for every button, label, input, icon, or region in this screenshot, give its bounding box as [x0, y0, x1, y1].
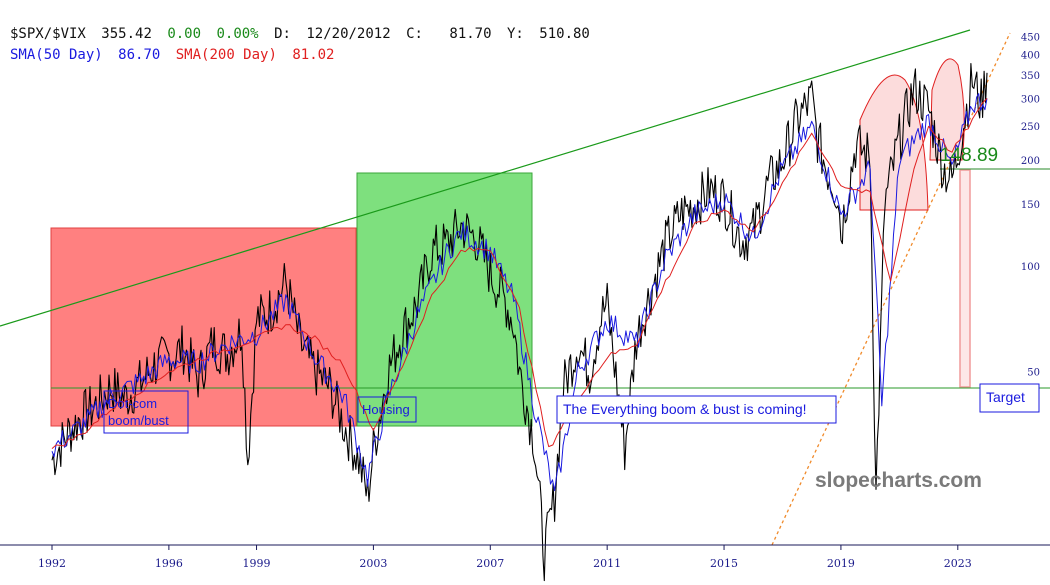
housing-label-box	[357, 396, 417, 423]
y-value: 510.80	[539, 26, 590, 42]
change-pct: 0.00%	[216, 26, 259, 42]
symbol: $SPX/$VIX	[10, 26, 86, 42]
x-tick-label: 2023	[944, 557, 972, 570]
y-label: Y:	[507, 26, 524, 42]
everything-label: The Everything boom & bust is coming!	[563, 401, 807, 417]
y-tick-label: 100	[1021, 262, 1040, 273]
y-tick-label: 50	[1027, 367, 1040, 378]
orange-trendline	[771, 32, 1011, 546]
series-sma200	[51, 98, 988, 449]
y-tick-label: 400	[1021, 51, 1040, 62]
x-tick-label: 2003	[359, 557, 387, 570]
y-tick-label: 150	[1021, 200, 1040, 211]
y-tick-label: 200	[1021, 156, 1040, 167]
series-sma50	[51, 93, 988, 492]
dotcom-label: Dot-com boom/bust	[108, 396, 169, 428]
housing-region	[356, 172, 533, 427]
target-label-box	[979, 383, 1040, 413]
series-price	[51, 63, 988, 582]
date: 12/20/2012	[306, 26, 390, 42]
x-tick-label: 1992	[38, 557, 66, 570]
x-tick-label: 1996	[155, 557, 183, 570]
watermark: slopecharts.com	[815, 469, 982, 492]
header-line-2: SMA(50 Day) 86.70 SMA(200 Day) 81.02	[10, 47, 335, 63]
date-label: D:	[274, 26, 291, 42]
c-label: C:	[406, 26, 423, 42]
everything-label-box	[556, 395, 837, 424]
x-tick-label: 2007	[476, 557, 504, 570]
sma200-value: 81.02	[292, 47, 334, 63]
trendline	[0, 29, 971, 327]
last-price: 355.42	[101, 26, 152, 42]
y-tick-label: 250	[1021, 122, 1040, 133]
first-top-highlight	[859, 74, 929, 211]
sma200-label: SMA(200 Day)	[176, 47, 277, 63]
dotcom-label-box	[103, 390, 189, 434]
sma50-label: SMA(50 Day)	[10, 47, 103, 63]
x-tick-label: 1999	[243, 557, 271, 570]
x-tick-label: 2015	[710, 557, 738, 570]
target-box	[959, 169, 971, 388]
housing-label: Housing	[362, 402, 410, 417]
header-line-1: $SPX/$VIX 355.42 0.00 0.00% D: 12/20/201…	[10, 26, 590, 42]
c-value: 81.70	[449, 26, 491, 42]
level-label: 148.89	[940, 145, 998, 166]
dotcom-region	[50, 227, 357, 427]
x-tick-label: 2019	[827, 557, 855, 570]
change: 0.00	[167, 26, 201, 42]
target-label: Target	[986, 389, 1025, 405]
y-tick-label: 350	[1021, 71, 1040, 82]
x-tick-label: 2011	[593, 557, 621, 570]
sma50-value: 86.70	[118, 47, 160, 63]
y-tick-label: 300	[1021, 94, 1040, 105]
y-tick-label: 450	[1021, 33, 1040, 44]
